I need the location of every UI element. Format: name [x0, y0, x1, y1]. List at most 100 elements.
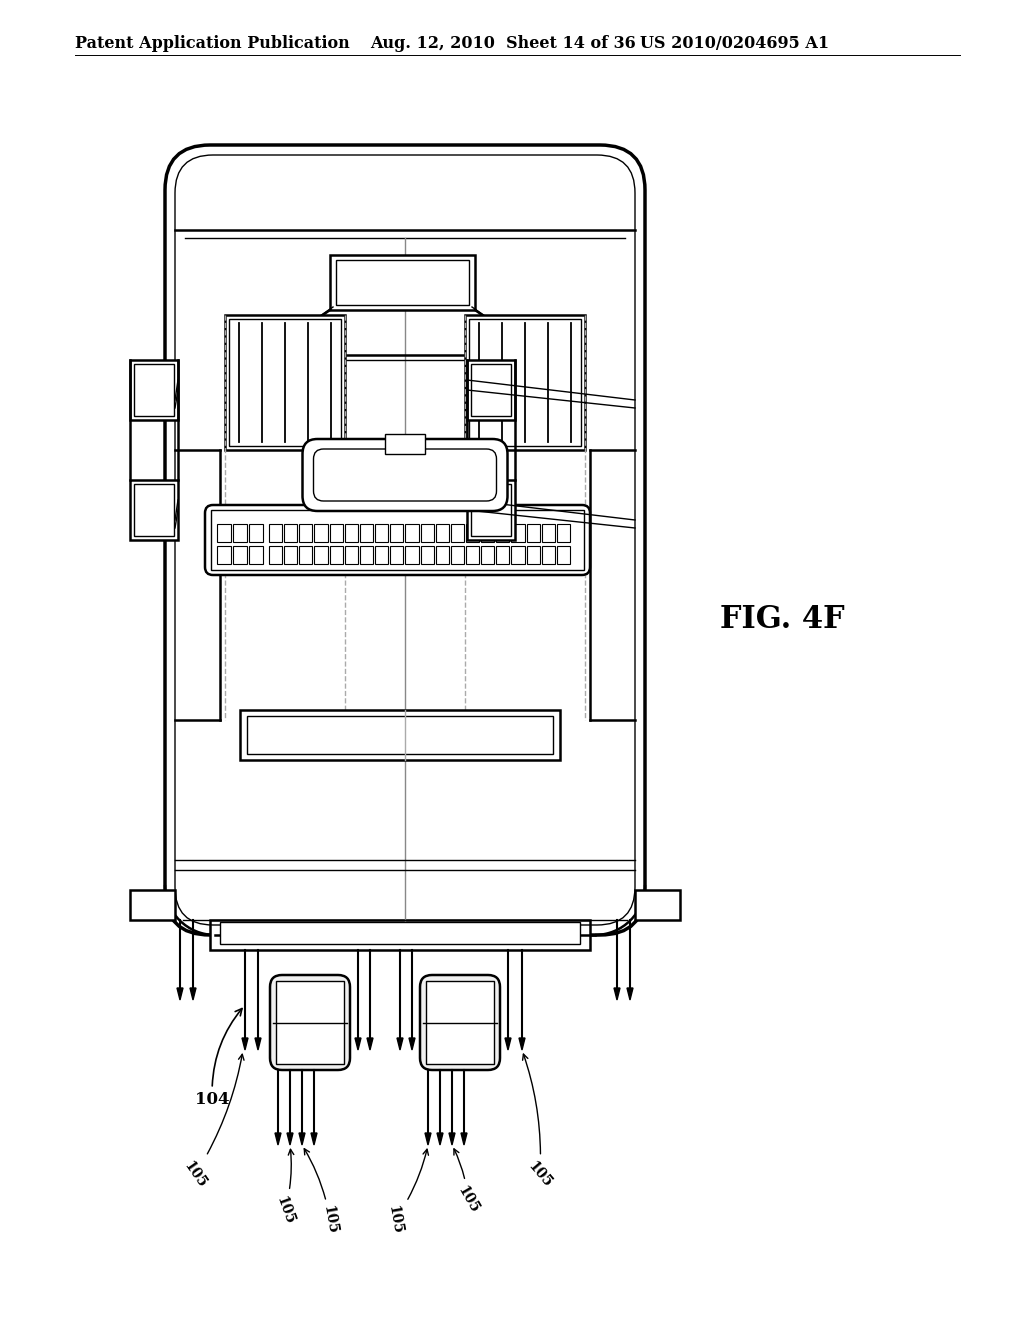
Bar: [130, 890, 175, 920]
Bar: [134, 364, 174, 416]
Bar: [426, 981, 494, 1064]
Bar: [497, 524, 509, 543]
Bar: [406, 546, 419, 565]
Bar: [542, 546, 555, 565]
Polygon shape: [367, 1038, 373, 1049]
Bar: [336, 260, 469, 305]
Bar: [276, 981, 344, 1064]
Bar: [233, 524, 247, 543]
Bar: [217, 524, 231, 543]
Bar: [375, 546, 388, 565]
Bar: [390, 546, 403, 565]
Polygon shape: [425, 1133, 431, 1144]
FancyBboxPatch shape: [420, 975, 500, 1071]
Bar: [220, 921, 580, 944]
Bar: [635, 890, 680, 920]
Bar: [467, 480, 515, 540]
Polygon shape: [242, 1038, 248, 1049]
Bar: [359, 524, 373, 543]
Polygon shape: [255, 1038, 261, 1049]
Polygon shape: [190, 987, 196, 1001]
Polygon shape: [627, 987, 633, 1001]
Bar: [299, 546, 312, 565]
Bar: [526, 524, 540, 543]
Bar: [269, 524, 283, 543]
Polygon shape: [287, 1133, 293, 1144]
Bar: [375, 524, 388, 543]
Polygon shape: [449, 1133, 455, 1144]
Bar: [467, 360, 515, 420]
Bar: [345, 524, 358, 543]
Bar: [511, 524, 524, 543]
Bar: [451, 524, 464, 543]
Polygon shape: [311, 1133, 317, 1144]
Bar: [314, 524, 328, 543]
Bar: [526, 546, 540, 565]
Bar: [390, 524, 403, 543]
Bar: [471, 484, 511, 536]
Bar: [299, 524, 312, 543]
Text: 105: 105: [454, 1148, 481, 1216]
Bar: [210, 920, 590, 950]
Polygon shape: [437, 1133, 443, 1144]
Text: 104: 104: [195, 1008, 242, 1109]
Bar: [481, 546, 495, 565]
Bar: [130, 480, 178, 540]
Bar: [465, 315, 585, 450]
Polygon shape: [519, 1038, 525, 1049]
Polygon shape: [177, 987, 183, 1001]
Polygon shape: [299, 1133, 305, 1144]
Bar: [330, 546, 343, 565]
Bar: [229, 319, 341, 446]
Bar: [233, 546, 247, 565]
Bar: [511, 546, 524, 565]
Bar: [481, 524, 495, 543]
Text: 105: 105: [304, 1148, 339, 1236]
Polygon shape: [505, 1038, 511, 1049]
Bar: [284, 546, 297, 565]
Polygon shape: [614, 987, 620, 1001]
Bar: [385, 434, 425, 454]
Bar: [435, 524, 449, 543]
Bar: [269, 546, 283, 565]
Polygon shape: [397, 1038, 403, 1049]
Bar: [314, 546, 328, 565]
Bar: [466, 546, 479, 565]
Text: Aug. 12, 2010  Sheet 14 of 36: Aug. 12, 2010 Sheet 14 of 36: [370, 36, 636, 51]
Bar: [211, 510, 584, 570]
Bar: [421, 524, 433, 543]
Bar: [284, 524, 297, 543]
Bar: [249, 524, 263, 543]
Text: 105: 105: [386, 1150, 428, 1236]
Text: FIG. 4F: FIG. 4F: [720, 605, 845, 635]
Bar: [471, 364, 511, 416]
Bar: [130, 360, 178, 420]
FancyBboxPatch shape: [270, 975, 350, 1071]
Polygon shape: [461, 1133, 467, 1144]
Polygon shape: [409, 1038, 415, 1049]
Bar: [217, 546, 231, 565]
Bar: [359, 546, 373, 565]
Bar: [330, 255, 475, 310]
Bar: [542, 524, 555, 543]
FancyBboxPatch shape: [205, 506, 590, 576]
Polygon shape: [355, 1038, 361, 1049]
Bar: [240, 710, 560, 760]
Text: 105: 105: [181, 1055, 244, 1191]
Text: US 2010/0204695 A1: US 2010/0204695 A1: [640, 36, 829, 51]
Text: Patent Application Publication: Patent Application Publication: [75, 36, 350, 51]
Bar: [557, 524, 570, 543]
Bar: [497, 546, 509, 565]
Text: 105: 105: [522, 1055, 555, 1191]
Bar: [557, 546, 570, 565]
FancyBboxPatch shape: [302, 440, 508, 511]
Bar: [330, 524, 343, 543]
Bar: [469, 319, 581, 446]
Text: 105: 105: [273, 1150, 297, 1226]
Bar: [406, 524, 419, 543]
Bar: [247, 715, 553, 754]
Polygon shape: [275, 1133, 281, 1144]
Bar: [134, 484, 174, 536]
FancyBboxPatch shape: [165, 145, 645, 935]
Bar: [435, 546, 449, 565]
